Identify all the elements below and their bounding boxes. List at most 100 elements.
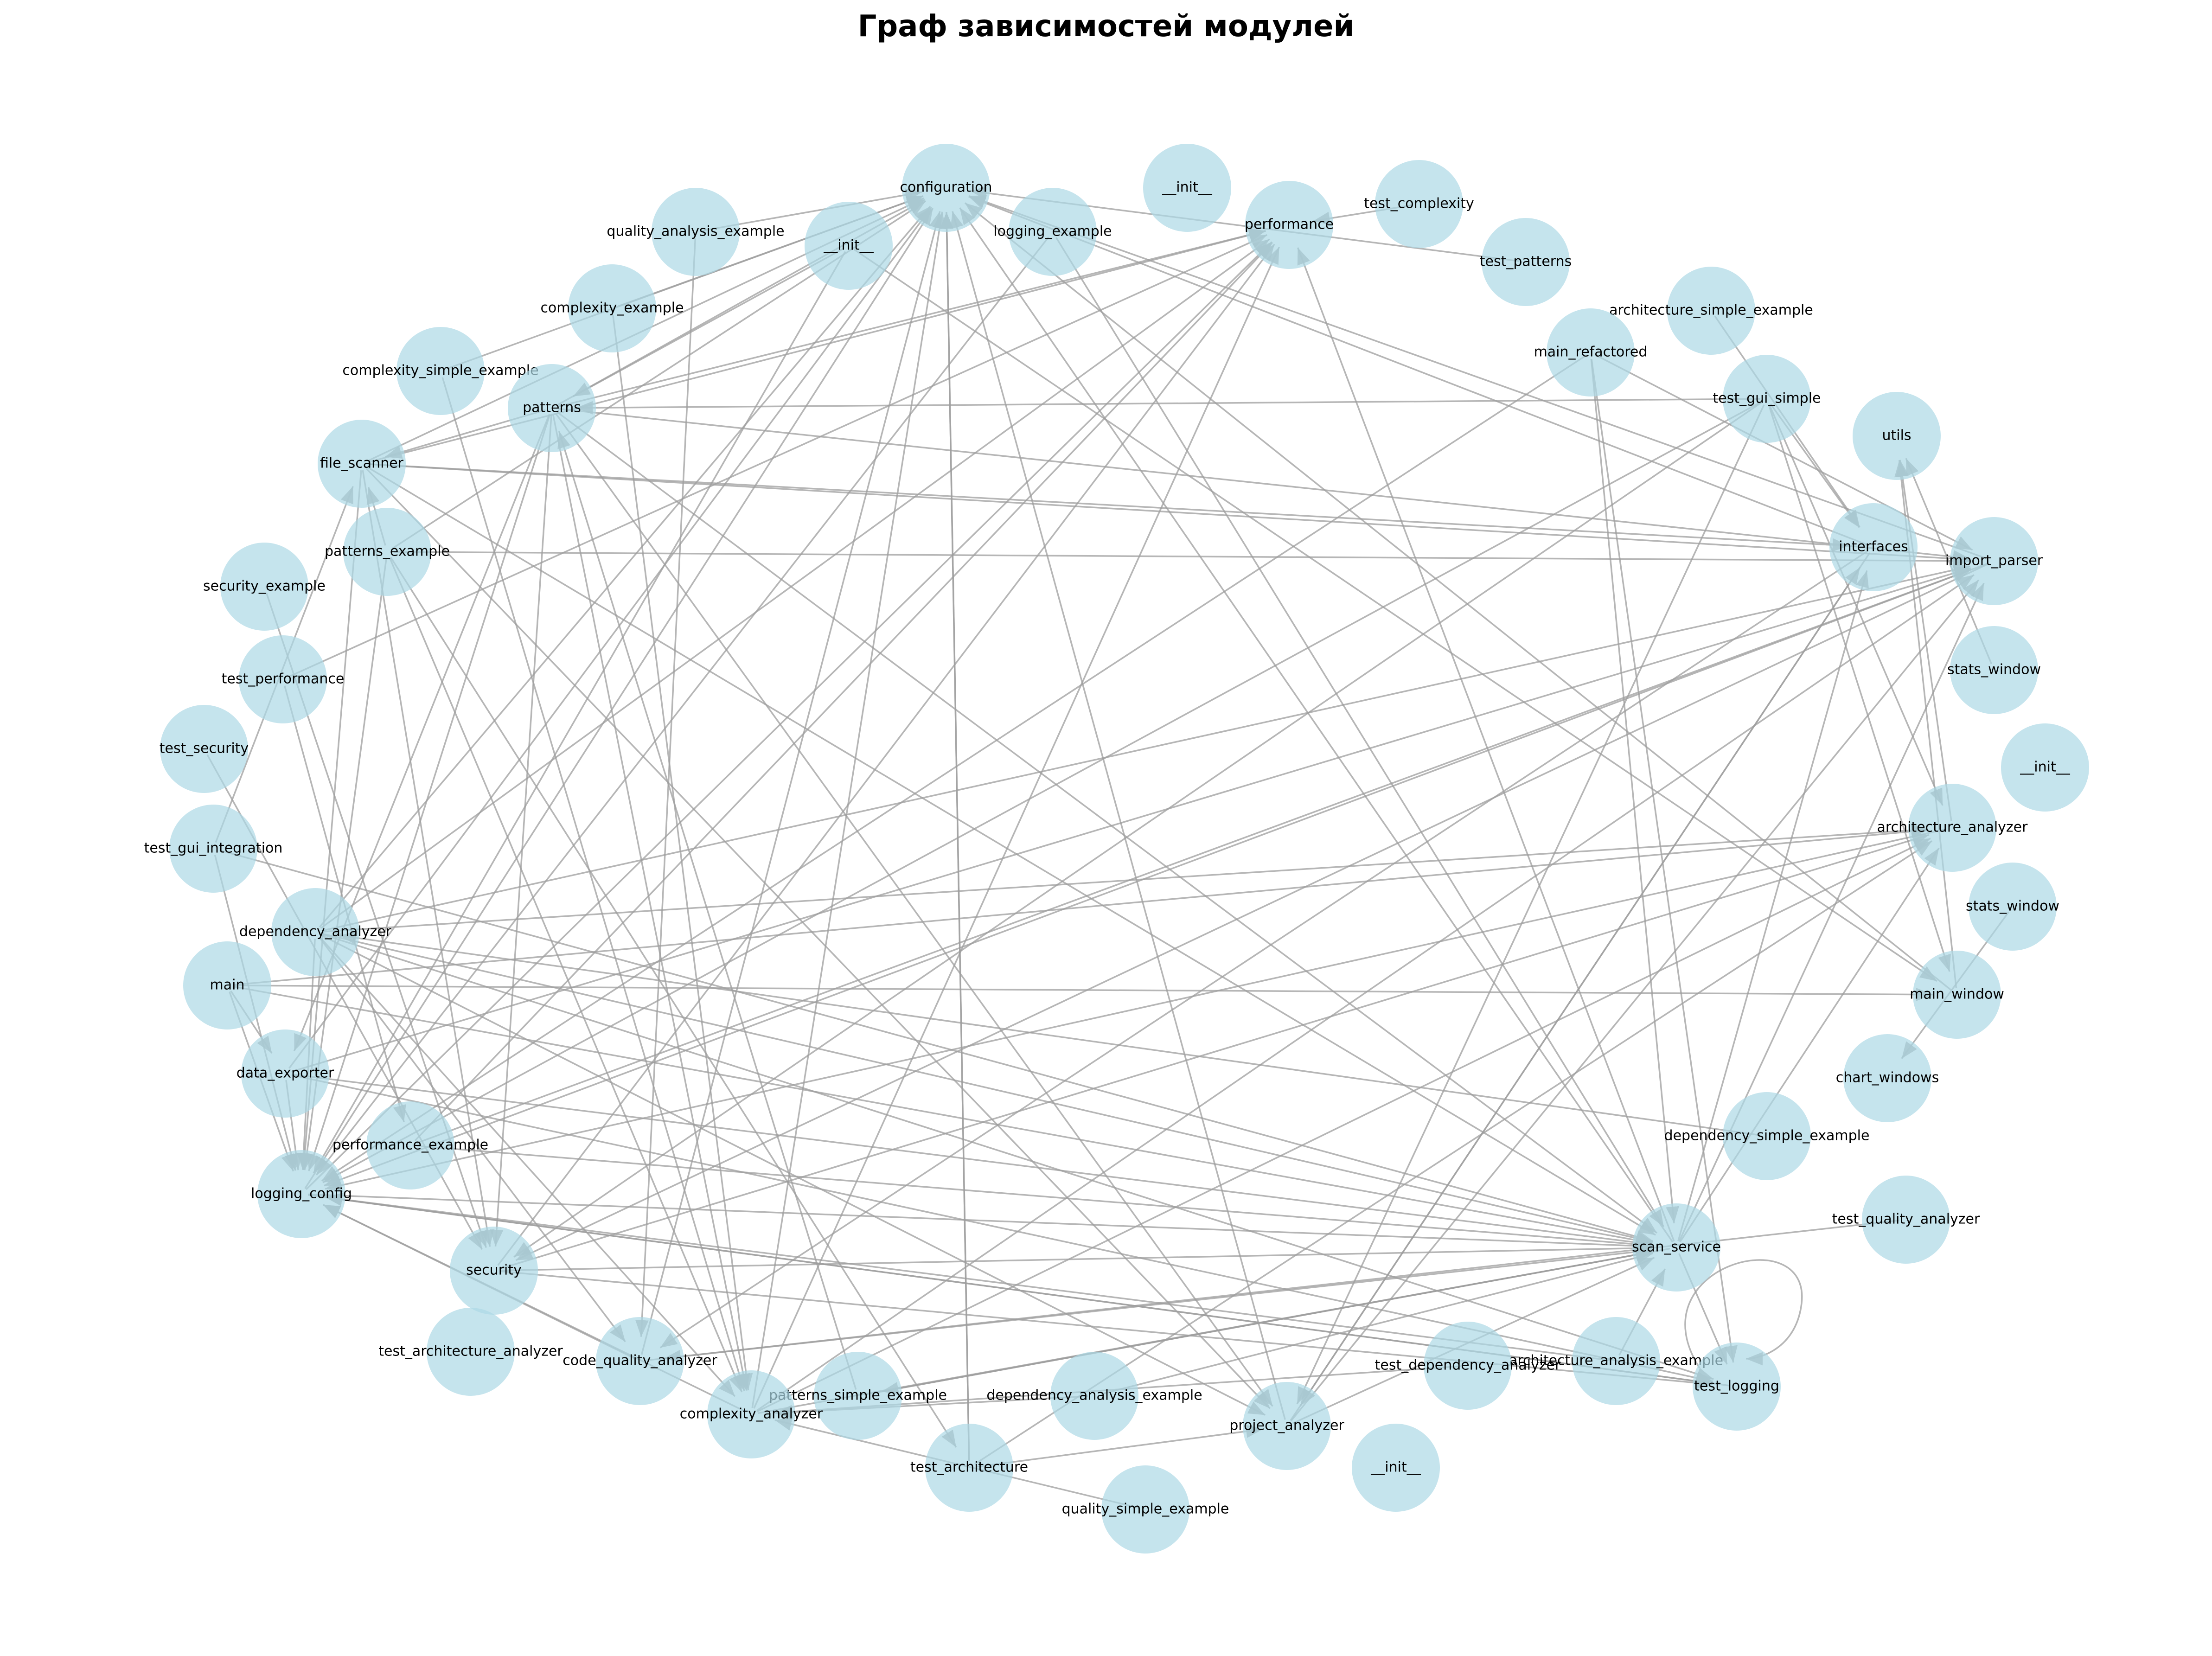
node-logging_example[interactable]: logging_example bbox=[993, 188, 1112, 276]
node-code_quality_analyzer[interactable]: code_quality_analyzer bbox=[563, 1317, 717, 1405]
node-main_refactored[interactable]: main_refactored bbox=[1534, 308, 1648, 396]
node-patterns[interactable]: patterns bbox=[508, 364, 596, 452]
node-circle bbox=[241, 1029, 329, 1118]
node-project_analyzer[interactable]: project_analyzer bbox=[1229, 1382, 1344, 1470]
edge-patterns-to-import_parser bbox=[558, 408, 1970, 564]
node-test_gui_simple[interactable]: test_gui_simple bbox=[1713, 355, 1821, 443]
node-circle bbox=[1913, 951, 2001, 1039]
node-label: chart_windows bbox=[1836, 1070, 1939, 1086]
node-label: test_logging bbox=[1694, 1378, 1779, 1394]
node-complexity_simple_example[interactable]: complexity_simple_example bbox=[342, 327, 539, 415]
node-dependency_analysis_example[interactable]: dependency_analysis_example bbox=[986, 1352, 1202, 1440]
edge-file_scanner-to-interfaces bbox=[368, 463, 1849, 552]
node-complexity_analyzer[interactable]: complexity_analyzer bbox=[680, 1370, 823, 1458]
node-label: data_exporter bbox=[237, 1065, 334, 1081]
edge-performance_example-to-scan_service bbox=[417, 1145, 1653, 1251]
node-label: main_window bbox=[1910, 986, 2004, 1003]
node-test_architecture[interactable]: test_architecture bbox=[910, 1424, 1028, 1512]
edge-dependency_simple_example-to-dependency_analyzer bbox=[339, 931, 1761, 1136]
edge-init_top-to-logging_config bbox=[313, 251, 846, 1174]
node-scan_service[interactable]: scan_service bbox=[1632, 1203, 1721, 1292]
node-logging_config[interactable]: logging_config bbox=[251, 1150, 352, 1238]
node-init_top[interactable]: __init__ bbox=[805, 202, 893, 290]
edge-patterns-to-complexity_analyzer bbox=[552, 414, 750, 1391]
edge-file_scanner-to-scan_service bbox=[367, 466, 1656, 1236]
edge-quality_analysis_example-to-code_quality_analyzer bbox=[635, 238, 697, 1337]
edge-dependency_analysis_example-to-scan_service bbox=[1100, 1251, 1653, 1395]
node-test_performance[interactable]: test_performance bbox=[222, 635, 345, 723]
node-security_example[interactable]: security_example bbox=[203, 543, 326, 631]
node-dependency_analyzer[interactable]: dependency_analyzer bbox=[239, 888, 392, 976]
node-stats_window_bottom[interactable]: stats_window bbox=[1966, 863, 2059, 951]
edge-scan_service-to-interfaces bbox=[1677, 570, 1869, 1241]
node-circle bbox=[271, 888, 359, 976]
node-test_quality_analyzer[interactable]: test_quality_analyzer bbox=[1832, 1176, 1980, 1264]
node-security[interactable]: security bbox=[450, 1227, 538, 1315]
node-init_top_right[interactable]: __init__ bbox=[1143, 144, 1231, 232]
node-architecture_analysis_example[interactable]: architecture_analysis_example bbox=[1509, 1317, 1723, 1405]
node-dependency_simple_example[interactable]: dependency_simple_example bbox=[1664, 1092, 1870, 1180]
node-import_parser[interactable]: import_parser bbox=[1945, 517, 2043, 605]
node-init_bottom[interactable]: __init__ bbox=[1352, 1424, 1440, 1512]
node-stats_window_top[interactable]: stats_window bbox=[1947, 626, 2041, 714]
node-circle bbox=[2001, 723, 2089, 812]
node-label: performance_example bbox=[332, 1137, 488, 1153]
edge-file_scanner-to-import_parser bbox=[368, 463, 1970, 566]
node-circle bbox=[366, 1101, 454, 1189]
edge-project_analyzer-to-configuration bbox=[950, 211, 1286, 1420]
node-label: architecture_analyzer bbox=[1877, 819, 2028, 836]
edge-interfaces-to-project_analyzer bbox=[1299, 552, 1871, 1407]
node-main[interactable]: main bbox=[183, 941, 271, 1029]
node-test_gui_integration[interactable]: test_gui_integration bbox=[144, 805, 283, 893]
node-data_exporter[interactable]: data_exporter bbox=[237, 1029, 334, 1118]
node-circle bbox=[1843, 1034, 1931, 1122]
node-circle bbox=[1375, 160, 1463, 248]
node-init_right[interactable]: __init__ bbox=[2001, 723, 2089, 812]
edge-test_performance-to-performance bbox=[288, 234, 1268, 678]
node-performance_example[interactable]: performance_example bbox=[332, 1101, 488, 1189]
node-architecture_analyzer[interactable]: architecture_analyzer bbox=[1877, 784, 2028, 872]
node-interfaces[interactable]: interfaces bbox=[1829, 503, 1918, 591]
node-chart_windows[interactable]: chart_windows bbox=[1836, 1034, 1939, 1122]
node-circle bbox=[396, 327, 485, 415]
node-label: main_refactored bbox=[1534, 344, 1648, 360]
edge-test_gui_simple-to-architecture_analyzer bbox=[1769, 404, 1943, 806]
node-test_dependency_analyzer[interactable]: test_dependency_analyzer bbox=[1375, 1322, 1561, 1410]
node-main_window[interactable]: main_window bbox=[1910, 951, 2004, 1039]
node-test_patterns[interactable]: test_patterns bbox=[1480, 218, 1572, 306]
node-test_architecture_analyzer[interactable]: test_architecture_analyzer bbox=[378, 1308, 563, 1396]
node-quality_analysis_example[interactable]: quality_analysis_example bbox=[607, 188, 785, 276]
edge-patterns_simple_example-to-scan_service bbox=[864, 1248, 1653, 1396]
node-file_scanner[interactable]: file_scanner bbox=[318, 420, 406, 508]
node-configuration[interactable]: configuration bbox=[900, 144, 992, 232]
node-patterns_simple_example[interactable]: patterns_simple_example bbox=[769, 1352, 947, 1440]
edge-test_architecture-to-project_analyzer bbox=[975, 1425, 1263, 1468]
node-circle bbox=[1352, 1424, 1440, 1512]
node-circle bbox=[1050, 1352, 1138, 1440]
node-performance[interactable]: performance bbox=[1245, 181, 1334, 269]
node-circle bbox=[805, 202, 893, 290]
edge-init_top-to-patterns bbox=[573, 248, 844, 397]
edge-architecture_analyzer-to-utils bbox=[1896, 460, 1952, 822]
node-utils[interactable]: utils bbox=[1853, 392, 1941, 480]
node-label: security_example bbox=[203, 578, 326, 595]
node-complexity_example[interactable]: complexity_example bbox=[540, 264, 684, 352]
edge-test_gui_simple-to-security bbox=[513, 402, 1762, 1258]
node-quality_simple_example[interactable]: quality_simple_example bbox=[1062, 1465, 1229, 1554]
node-circle bbox=[183, 941, 271, 1029]
node-circle bbox=[239, 635, 327, 723]
edge-architecture_analysis_example-to-logging_config bbox=[325, 1192, 1610, 1361]
node-label: logging_config bbox=[251, 1186, 352, 1202]
node-test_complexity[interactable]: test_complexity bbox=[1364, 160, 1474, 248]
edge-main_window-to-configuration bbox=[964, 202, 1952, 991]
node-circle bbox=[1143, 144, 1231, 232]
node-test_logging[interactable]: test_logging bbox=[1693, 1343, 1781, 1431]
node-circle bbox=[1853, 392, 1941, 480]
node-circle bbox=[1632, 1203, 1720, 1292]
node-circle bbox=[596, 1317, 684, 1405]
node-patterns_example[interactable]: patterns_example bbox=[325, 508, 450, 596]
node-test_security[interactable]: test_security bbox=[160, 705, 249, 793]
node-architecture_simple_example[interactable]: architecture_simple_example bbox=[1609, 267, 1813, 355]
node-circle bbox=[318, 420, 406, 508]
node-label: interfaces bbox=[1839, 539, 1908, 555]
